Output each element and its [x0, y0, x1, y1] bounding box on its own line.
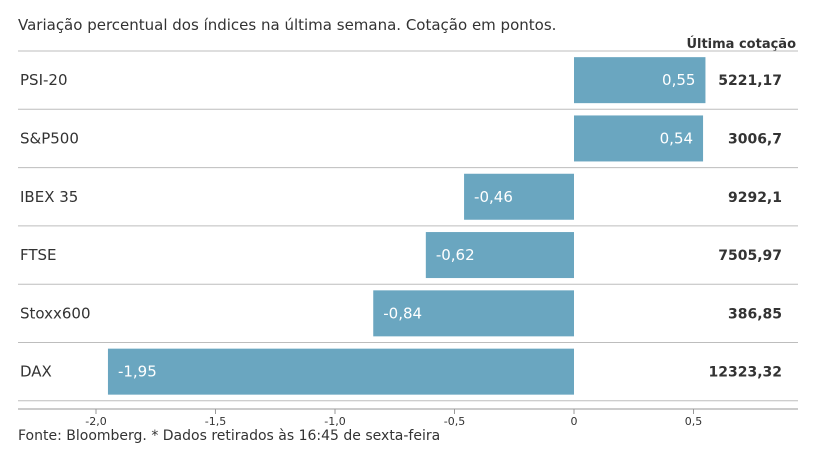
- category-label: S&P500: [20, 129, 79, 147]
- bar: [574, 115, 704, 162]
- x-tick-label: -2,0: [85, 415, 106, 428]
- last-quote-value: 386,85: [728, 306, 782, 322]
- category-label: IBEX 35: [20, 188, 78, 206]
- last-quote-value: 3006,7: [728, 131, 782, 147]
- category-label: Stoxx600: [20, 304, 91, 322]
- bar: [373, 290, 574, 337]
- last-quote-header: Última cotação: [686, 36, 796, 52]
- value-label: -1,95: [118, 363, 157, 381]
- x-tick-label: -1,0: [324, 415, 345, 428]
- last-quote-value: 9292,1: [728, 190, 782, 206]
- value-label: 0,54: [660, 129, 693, 147]
- x-tick-label: -1,5: [205, 415, 226, 428]
- value-label: -0,46: [474, 188, 513, 206]
- bar: [425, 232, 574, 279]
- category-label: DAX: [20, 363, 52, 381]
- chart-subtitle: Variação percentual dos índices na últim…: [18, 16, 557, 34]
- value-label: -0,84: [383, 304, 422, 322]
- x-tick-label: -0,5: [444, 415, 465, 428]
- x-tick-label: 0,5: [685, 415, 703, 428]
- last-quote-value: 12323,32: [708, 365, 782, 381]
- value-label: 0,55: [662, 71, 695, 89]
- category-label: PSI-20: [20, 71, 68, 89]
- bar: [107, 348, 574, 395]
- category-label: FTSE: [20, 246, 57, 264]
- value-label: -0,62: [436, 246, 475, 264]
- bar: [574, 57, 706, 104]
- last-quote-value: 5221,17: [718, 73, 782, 89]
- bar: [464, 173, 574, 220]
- last-quote-value: 7505,97: [718, 248, 782, 264]
- x-tick-label: 0: [571, 415, 578, 428]
- source-note: Fonte: Bloomberg. * Dados retirados às 1…: [18, 428, 441, 444]
